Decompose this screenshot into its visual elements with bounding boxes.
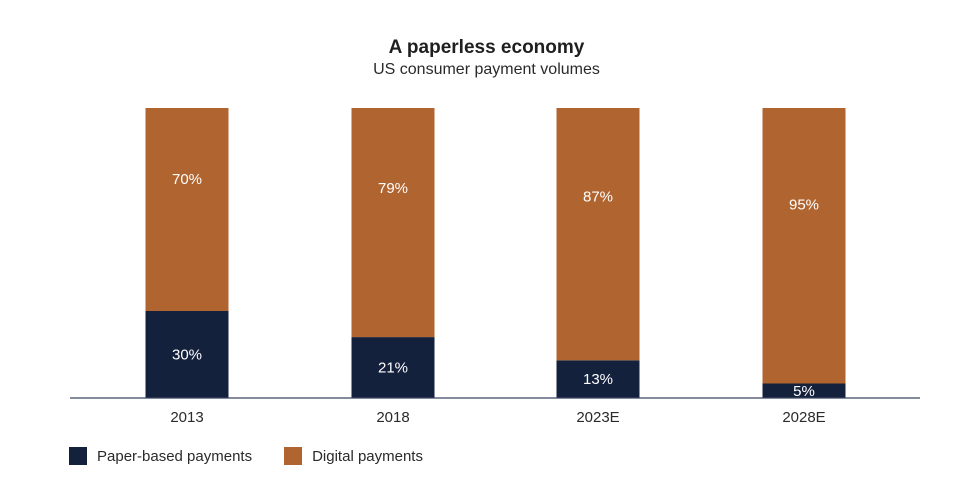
data-label-paper-2018: 21% (378, 360, 408, 377)
x-tick-label-2018: 2018 (376, 409, 409, 426)
data-label-digital-2028e: 95% (789, 196, 819, 213)
bar-digital-2028e (762, 108, 846, 384)
legend-swatch-digital (284, 447, 303, 465)
bar-digital-2013 (145, 108, 229, 311)
bar-digital-2018 (351, 108, 435, 338)
data-label-digital-2013: 70% (172, 171, 202, 188)
data-label-digital-2018: 79% (378, 180, 408, 197)
legend-item-digital: Digital payments (284, 447, 423, 465)
bar-paper-2028e (762, 383, 846, 398)
bar-paper-2023e (556, 360, 640, 398)
legend-item-paper: Paper-based payments (69, 447, 252, 465)
data-label-paper-2023e: 13% (583, 371, 613, 388)
x-tick-label-2023e: 2023E (576, 409, 619, 426)
bar-paper-2013 (145, 311, 229, 398)
data-label-paper-2028e: 5% (793, 383, 815, 400)
x-tick-label-2028e: 2028E (782, 409, 825, 426)
x-tick-label-2013: 2013 (170, 409, 203, 426)
data-label-paper-2013: 30% (172, 347, 202, 364)
bar-digital-2023e (556, 108, 640, 361)
chart-legend: Paper-based payments Digital payments (69, 447, 455, 465)
data-label-digital-2023e: 87% (583, 188, 613, 205)
bar-paper-2018 (351, 337, 435, 398)
chart-title: A paperless economy (388, 37, 585, 58)
chart-subtitle: US consumer payment volumes (373, 61, 600, 78)
legend-swatch-paper (69, 447, 87, 465)
legend-label-paper: Paper-based payments (97, 447, 253, 465)
legend-label-digital: Digital payments (312, 447, 423, 465)
